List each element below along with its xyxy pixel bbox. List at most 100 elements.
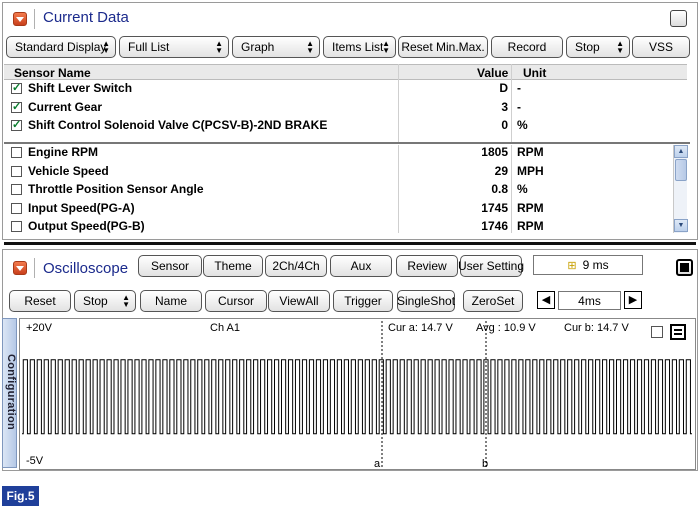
list-divider (4, 142, 690, 144)
table-row[interactable]: Current Gear 3- (4, 99, 690, 117)
single-shot-button[interactable]: SingleShot (397, 290, 455, 312)
waveform-trace (22, 359, 692, 435)
stop-dropdown[interactable]: Stop ▲ ▼ (566, 36, 630, 58)
name-button[interactable]: Name (140, 290, 202, 312)
table-row[interactable]: Shift Control Solenoid Valve C(PCSV-B)-2… (4, 117, 690, 135)
sensor-name: Shift Control Solenoid Valve C(PCSV-B)-2… (28, 118, 328, 133)
scope-display[interactable]: +20V Ch A1 Cur a: 14.7 V Avg : 10.9 V Cu… (19, 318, 696, 470)
dropdown-arrow-icon: ▲ ▼ (382, 39, 390, 55)
zero-set-button-label: ZeroSet (471, 294, 515, 308)
table-row[interactable]: Input Speed(PG-A) 1745 RPM (4, 200, 690, 218)
row-checkbox[interactable] (11, 184, 22, 196)
scope-vmax-label: +20V (26, 322, 52, 334)
sensor-value: 0 (501, 118, 508, 133)
row-checkbox[interactable] (11, 81, 22, 94)
table-row[interactable]: Output Speed(PG-B) 1746 RPM (4, 218, 690, 236)
trigger-button[interactable]: Trigger (333, 290, 393, 312)
sensor-name: Vehicle Speed (28, 163, 109, 178)
sensor-list-scrollbar[interactable]: ▲ ▼ (673, 145, 688, 233)
sensor-unit: RPM (517, 200, 544, 215)
user-setting-button[interactable]: User Setting (457, 255, 525, 277)
sensor-button-label: Sensor (150, 259, 190, 273)
table-row[interactable]: Throttle Position Sensor Angle 0.8% (4, 181, 690, 199)
configuration-tab[interactable]: Configuration (2, 318, 17, 468)
table-row[interactable]: Engine RPM 1805 RPM (4, 144, 690, 162)
figure-label: Fig.5 (2, 486, 39, 506)
reset-min-max-button-label: Reset Min.Max. (401, 40, 485, 54)
stop-dropdown[interactable]: Stop ▲ ▼ (74, 290, 136, 312)
column-divider (511, 64, 512, 144)
sensor-unit: - (517, 81, 521, 95)
sensor-value: 1745 (481, 200, 508, 215)
timebase-display: ⊞ 9 ms (533, 255, 643, 275)
reset-min-max-button[interactable]: Reset Min.Max. (398, 36, 488, 58)
panel-separator[interactable] (4, 242, 696, 245)
theme-button[interactable]: Theme (203, 255, 263, 277)
col-value: Value (477, 66, 509, 80)
reset-button[interactable]: Reset (9, 290, 71, 312)
table-row[interactable]: Shift Lever Switch D- (4, 80, 690, 98)
user-setting-button-label: User Setting (457, 259, 525, 273)
channel-mode-button[interactable]: 2Ch/4Ch (265, 255, 327, 277)
sensor-value: 1805 (481, 145, 508, 159)
oscilloscope-title: Oscilloscope (43, 260, 129, 277)
stop-dropdown-label: Stop (575, 40, 600, 54)
table-row[interactable]: Vehicle Speed 29 MPH (4, 163, 690, 181)
average-readout: Avg : 10.9 V (476, 322, 536, 334)
sensor-unit: % (517, 118, 528, 133)
stop-square-icon[interactable] (676, 259, 693, 276)
scroll-thumb[interactable] (675, 159, 687, 181)
full-list-dropdown[interactable]: Full List ▲ ▼ (119, 36, 229, 58)
sensor-unit: RPM (517, 145, 544, 159)
view-all-button[interactable]: ViewAll (268, 290, 330, 312)
cursor-button-label: Cursor (217, 294, 254, 308)
row-checkbox[interactable] (11, 165, 22, 177)
scroll-up-icon[interactable]: ▲ (674, 145, 688, 158)
maximize-icon[interactable] (670, 10, 687, 27)
dropdown-arrow-icon: ▲ ▼ (102, 39, 110, 55)
theme-button-label: Theme (214, 259, 252, 273)
scope-channel-label: Ch A1 (210, 322, 240, 334)
sensor-table-header: Sensor Name Value Unit (4, 64, 687, 80)
aux-button[interactable]: Aux (330, 255, 392, 277)
sensor-unit: - (517, 99, 521, 114)
collapse-icon[interactable] (13, 261, 27, 275)
zero-set-button[interactable]: ZeroSet (463, 290, 523, 312)
single-shot-button-label: SingleShot (396, 294, 456, 308)
view-all-button-label: ViewAll (279, 294, 319, 308)
scope-checkbox[interactable] (651, 326, 663, 338)
row-checkbox[interactable] (11, 221, 22, 233)
oscilloscope-header: Oscilloscope (3, 250, 697, 280)
sensor-unit: RPM (517, 219, 544, 234)
sensor-button[interactable]: Sensor (138, 255, 202, 277)
cursor-button[interactable]: Cursor (205, 290, 267, 312)
row-checkbox[interactable] (11, 147, 22, 158)
sensor-name: Input Speed(PG-A) (28, 200, 135, 215)
standard-display-dropdown[interactable]: Standard Display ▲ ▼ (6, 36, 116, 58)
dropdown-arrow-icon: ▲ ▼ (215, 39, 223, 55)
cursor-b-marker-label: b (482, 458, 489, 470)
standard-display-dropdown-label: Standard Display (15, 40, 107, 54)
review-button[interactable]: Review (396, 255, 458, 277)
vss-button-label: VSS (648, 40, 673, 54)
dropdown-arrow-icon: ▲ ▼ (616, 39, 624, 55)
graph-dropdown[interactable]: Graph ▲ ▼ (232, 36, 320, 58)
scroll-down-icon[interactable]: ▼ (674, 219, 688, 232)
review-button-label: Review (407, 259, 447, 273)
aux-button-label: Aux (350, 259, 372, 273)
current-data-title: Current Data (43, 9, 129, 26)
record-button[interactable]: Record (491, 36, 563, 58)
collapse-icon[interactable] (13, 12, 27, 26)
scope-menu-icon[interactable] (670, 324, 686, 340)
row-checkbox[interactable] (11, 100, 22, 113)
timebase-value-box: 4ms (558, 291, 621, 310)
row-checkbox[interactable] (11, 202, 22, 214)
sensor-value: 0.8 (491, 182, 508, 197)
row-checkbox[interactable] (11, 118, 22, 132)
items-list-dropdown[interactable]: Items List ▲ ▼ (323, 36, 396, 58)
vss-button[interactable]: VSS (632, 36, 690, 58)
timebase-increase-icon[interactable]: ▶ (624, 291, 642, 309)
timebase-value: 4ms (578, 293, 601, 308)
timebase-decrease-icon[interactable]: ◀ (537, 291, 555, 309)
column-divider (398, 64, 399, 144)
